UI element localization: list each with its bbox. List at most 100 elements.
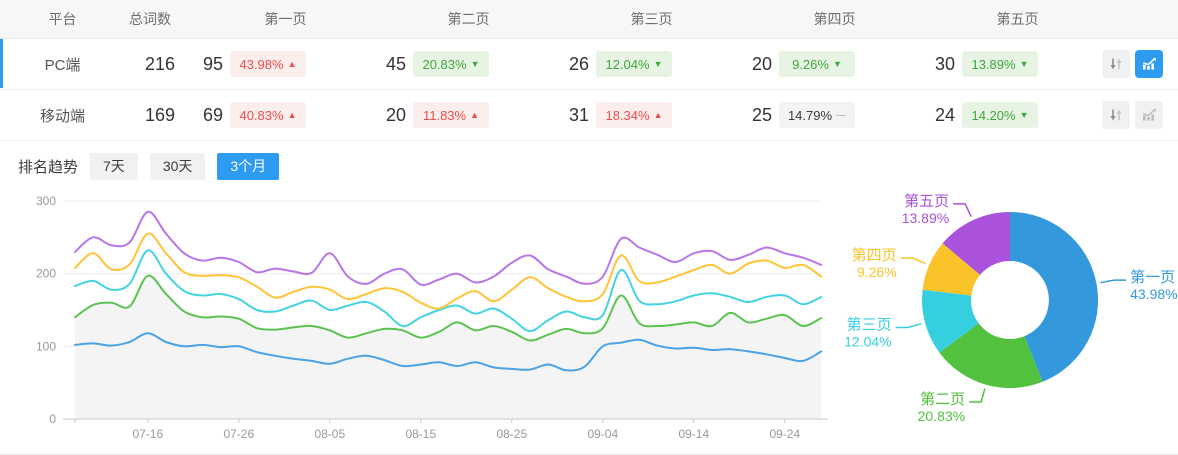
svg-text:07-26: 07-26 — [223, 427, 254, 441]
page-count: 25 — [751, 104, 772, 125]
change-badge: 9.26% — [779, 51, 855, 77]
svg-text:07-16: 07-16 — [132, 427, 163, 441]
page-1-cell: 95 43.98% — [175, 51, 358, 77]
page-count: 45 — [385, 53, 406, 74]
trend-arrow-icon — [833, 59, 842, 69]
rank-table: 平台 总词数 第一页 第二页 第三页 第四页 第五页 PC端 216 95 43… — [0, 0, 1178, 141]
change-percent: 20.83% — [422, 56, 467, 72]
sort-button[interactable] — [1102, 50, 1130, 78]
page-1-cell: 69 40.83% — [175, 102, 358, 128]
table-header: 平台 总词数 第一页 第二页 第三页 第四页 第五页 — [0, 0, 1178, 39]
svg-text:08-25: 08-25 — [496, 427, 527, 441]
rank-trend-line-chart: 0 100 200 300 爱站网 07-16 07-26 08-05 08-15 08-25 09… — [0, 190, 840, 445]
sort-arrows-icon — [1110, 109, 1122, 121]
change-badge: 14.79% — [779, 102, 855, 128]
page-2-cell: 45 20.83% — [358, 51, 541, 77]
page-3-cell: 26 12.04% — [541, 51, 724, 77]
change-percent: 40.83% — [239, 107, 284, 123]
trend-arrow-icon — [654, 110, 663, 120]
page-5-cell: 24 14.20% — [907, 102, 1090, 128]
trend-title: 排名趋势 — [18, 158, 79, 176]
tab-3-months[interactable]: 3个月 — [217, 152, 280, 180]
header-platform: 平台 — [48, 11, 77, 27]
page-count: 20 — [751, 53, 772, 74]
svg-text:0: 0 — [49, 412, 56, 426]
svg-text:第二页: 第二页 — [920, 390, 965, 408]
header-page-5: 第五页 — [996, 11, 1039, 27]
svg-text:08-05: 08-05 — [314, 427, 345, 441]
change-percent: 12.04% — [605, 56, 650, 72]
sort-arrows-icon — [1110, 58, 1122, 70]
svg-text:第四页: 第四页 — [852, 246, 897, 264]
sort-button[interactable] — [1102, 101, 1130, 129]
trend-arrow-icon — [470, 110, 479, 120]
trend-chart-icon — [1142, 108, 1156, 121]
svg-text:09-24: 09-24 — [769, 427, 800, 441]
header-page-3: 第三页 — [630, 11, 673, 27]
page-2-cell: 20 11.83% — [358, 102, 541, 128]
change-badge: 20.83% — [413, 51, 489, 77]
svg-text:12.04%: 12.04% — [844, 333, 891, 349]
change-badge: 40.83% — [230, 102, 306, 128]
trend-arrow-icon — [288, 59, 297, 69]
change-badge: 14.20% — [962, 102, 1038, 128]
svg-text:13.89%: 13.89% — [902, 210, 949, 226]
total-words-cell: 169 — [144, 104, 175, 125]
svg-text:200: 200 — [36, 267, 56, 281]
platform-cell: 移动端 — [39, 107, 85, 125]
header-page-2: 第二页 — [447, 11, 490, 27]
table-row-pc[interactable]: PC端 216 95 43.98% 45 20.83% 26 12.04% — [0, 39, 1178, 90]
page-5-cell: 30 13.89% — [907, 51, 1090, 77]
change-badge: 11.83% — [413, 102, 489, 128]
trend-arrow-icon — [654, 59, 663, 69]
svg-text:20.83%: 20.83% — [918, 408, 965, 424]
change-badge: 18.34% — [596, 102, 672, 128]
page-count: 24 — [934, 104, 955, 125]
change-percent: 11.83% — [422, 107, 467, 123]
change-badge: 43.98% — [230, 51, 306, 77]
page-count: 69 — [202, 104, 223, 125]
trend-chart-button[interactable] — [1135, 50, 1163, 78]
trend-chart-icon — [1142, 57, 1156, 70]
svg-text:第一页: 第一页 — [1130, 268, 1175, 286]
page-4-cell: 25 14.79% — [724, 102, 907, 128]
row-actions — [1090, 50, 1178, 78]
change-percent: 14.79% — [787, 107, 833, 123]
svg-text:300: 300 — [36, 194, 56, 208]
trend-section-header: 排名趋势 7天 30天 3个月 — [18, 152, 280, 180]
selected-row-indicator — [0, 39, 3, 88]
svg-text:第三页: 第三页 — [847, 315, 892, 333]
tab-7-days[interactable]: 7天 — [90, 152, 138, 180]
svg-text:09-04: 09-04 — [587, 427, 618, 441]
trend-arrow-icon — [1020, 110, 1029, 120]
change-percent: 18.34% — [605, 107, 650, 123]
page-count: 26 — [568, 53, 589, 74]
total-words-cell: 216 — [144, 53, 175, 74]
table-row-mobile[interactable]: 移动端 169 69 40.83% 20 11.83% 31 18.34% — [0, 90, 1178, 141]
svg-text:100: 100 — [36, 339, 56, 353]
change-badge: 13.89% — [962, 51, 1038, 77]
svg-text:9.26%: 9.26% — [857, 264, 897, 280]
change-percent: 43.98% — [239, 56, 284, 72]
change-percent: 14.20% — [971, 107, 1016, 123]
trend-arrow-icon — [471, 59, 480, 69]
svg-text:43.98%: 43.98% — [1130, 286, 1177, 302]
change-percent: 9.26% — [792, 56, 829, 72]
trend-chart-button[interactable] — [1135, 101, 1163, 129]
trend-arrow-icon — [1020, 59, 1029, 69]
svg-text:09-14: 09-14 — [678, 427, 709, 441]
page-count: 30 — [934, 53, 955, 74]
change-badge: 12.04% — [596, 51, 672, 77]
page-count: 95 — [202, 53, 223, 74]
page-4-cell: 20 9.26% — [724, 51, 907, 77]
header-page-1: 第一页 — [264, 11, 307, 27]
page-3-cell: 31 18.34% — [541, 102, 724, 128]
tab-30-days[interactable]: 30天 — [149, 152, 206, 180]
header-total-words: 总词数 — [129, 11, 171, 27]
svg-text:第五页: 第五页 — [904, 192, 949, 210]
row-actions — [1090, 101, 1178, 129]
header-page-4: 第四页 — [813, 11, 856, 27]
page-count: 20 — [385, 104, 406, 125]
platform-cell: PC端 — [44, 56, 81, 74]
